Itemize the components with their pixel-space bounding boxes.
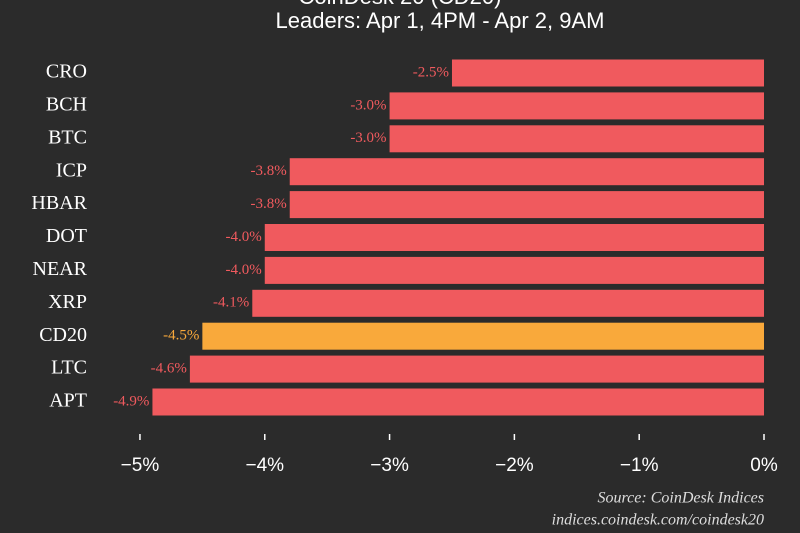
value-label: -3.8% <box>250 196 286 212</box>
x-tick-label: 0% <box>750 455 778 476</box>
y-tick-label: APT <box>49 390 87 412</box>
bar <box>389 92 764 120</box>
bar <box>289 191 764 219</box>
source-url: indices.coindesk.com/coindesk20 <box>552 512 764 529</box>
value-label: -2.5% <box>413 64 449 80</box>
bar <box>264 224 764 251</box>
value-label: -3.0% <box>350 97 386 113</box>
y-tick-label: CRO <box>46 61 87 83</box>
x-tick-label: −2% <box>495 455 534 476</box>
value-label: -4.9% <box>113 393 149 409</box>
x-tick-label: −1% <box>620 455 659 476</box>
value-label: -4.6% <box>151 361 187 377</box>
value-label: -4.0% <box>226 262 262 278</box>
bar <box>389 125 764 153</box>
source: Source: CoinDesk Indices <box>598 490 764 507</box>
bar <box>152 388 764 416</box>
bar <box>451 59 764 87</box>
value-label: -4.1% <box>213 295 249 311</box>
y-tick-label: CD20 <box>39 324 87 346</box>
bar <box>202 322 765 350</box>
x-tick-label: −3% <box>370 455 409 476</box>
value-label: -4.0% <box>226 229 262 245</box>
y-tick-label: BCH <box>46 93 87 115</box>
y-tick-label: ICP <box>56 159 87 181</box>
bar <box>289 158 764 186</box>
y-tick-label: DOT <box>46 225 87 247</box>
x-tick-label: −4% <box>245 455 284 476</box>
value-label: -3.8% <box>250 163 286 179</box>
value-label: -4.5% <box>163 328 199 344</box>
bar <box>264 256 764 284</box>
y-tick-label: NEAR <box>33 258 88 280</box>
value-label: -3.0% <box>350 130 386 146</box>
x-tick-label: −5% <box>121 455 160 476</box>
bar <box>252 289 765 317</box>
y-tick-label: XRP <box>48 291 87 313</box>
y-tick-label: HBAR <box>31 192 87 214</box>
chart-title: CoinDesk 20 (CD20) <box>299 0 502 9</box>
y-tick-label: LTC <box>51 357 87 379</box>
y-tick-label: BTC <box>48 126 87 148</box>
chart-subtitle: Leaders: Apr 1, 4PM - Apr 2, 9AM <box>276 8 605 33</box>
bar <box>189 355 764 383</box>
